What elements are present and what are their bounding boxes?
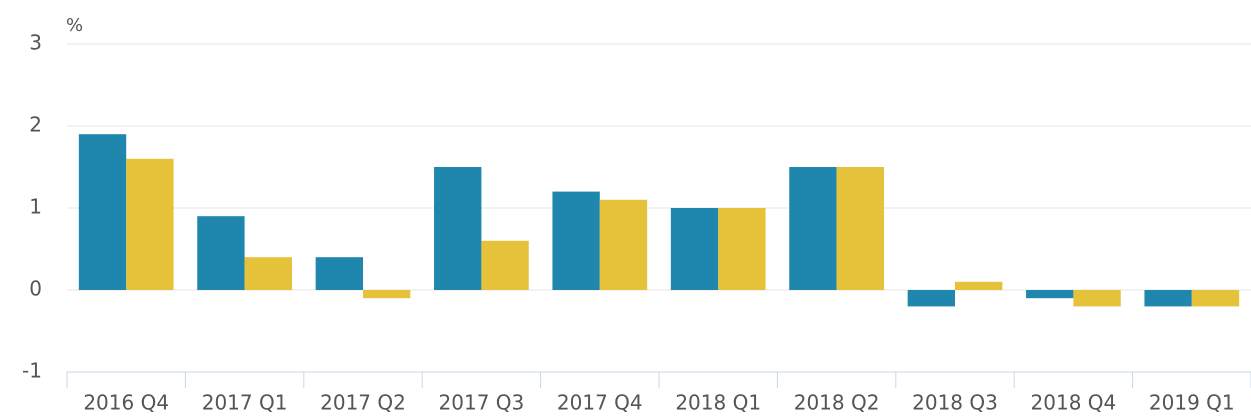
x-tick-label: 2018 Q3 bbox=[912, 391, 998, 415]
bar bbox=[434, 167, 482, 290]
x-tick-label: 2017 Q2 bbox=[320, 391, 406, 415]
bar bbox=[955, 281, 1003, 290]
bar bbox=[836, 167, 884, 290]
y-tick-label: 3 bbox=[29, 31, 42, 55]
y-tick-label: -1 bbox=[22, 359, 42, 383]
bar bbox=[907, 290, 955, 307]
bar bbox=[718, 208, 766, 290]
bar bbox=[244, 257, 292, 290]
x-tick-label: 2017 Q1 bbox=[202, 391, 288, 415]
bar bbox=[1073, 290, 1121, 307]
x-tick-label: 2018 Q4 bbox=[1031, 391, 1117, 415]
bar bbox=[315, 257, 363, 290]
bar bbox=[481, 240, 529, 290]
bar bbox=[197, 216, 245, 290]
y-tick-label: 1 bbox=[29, 195, 42, 219]
x-tick-label: 2018 Q2 bbox=[794, 391, 880, 415]
x-tick-label: 2017 Q3 bbox=[439, 391, 525, 415]
x-tick-label: 2016 Q4 bbox=[83, 391, 169, 415]
y-axis-label: % bbox=[66, 15, 83, 36]
bar bbox=[126, 158, 174, 290]
bar bbox=[552, 191, 600, 290]
bar bbox=[789, 167, 837, 290]
x-tick-label: 2019 Q1 bbox=[1149, 391, 1235, 415]
bar bbox=[1191, 290, 1240, 307]
bar bbox=[670, 208, 719, 290]
bar bbox=[599, 199, 648, 290]
bar bbox=[1144, 290, 1192, 307]
bar bbox=[78, 134, 127, 290]
x-tick-label: 2017 Q4 bbox=[557, 391, 643, 415]
y-tick-label: 0 bbox=[29, 277, 42, 301]
bar bbox=[363, 290, 411, 299]
bar bbox=[1026, 290, 1074, 299]
x-tick-label: 2018 Q1 bbox=[675, 391, 761, 415]
y-tick-label: 2 bbox=[29, 113, 42, 137]
